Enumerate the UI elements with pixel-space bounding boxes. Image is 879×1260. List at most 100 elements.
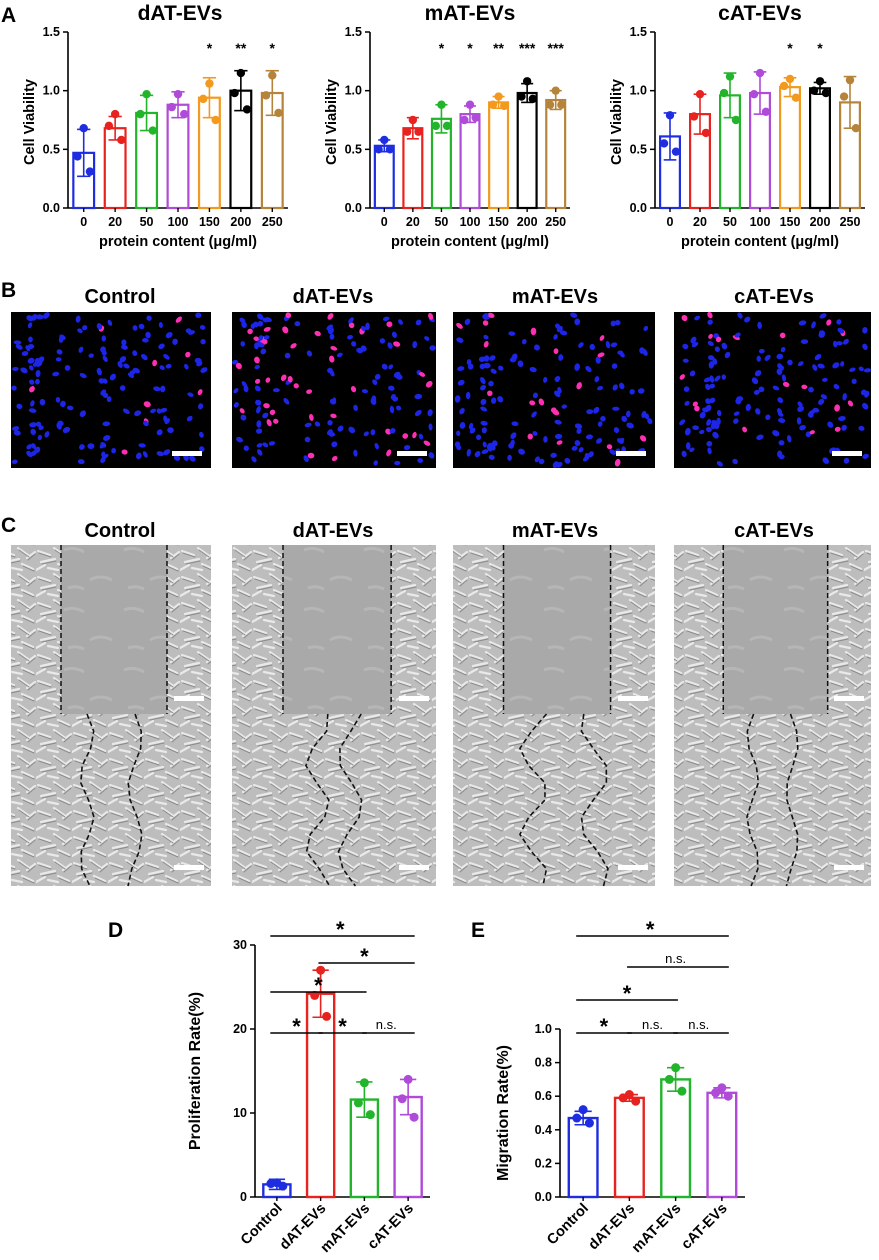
data-point bbox=[572, 1113, 582, 1123]
nucleus bbox=[585, 434, 593, 440]
nucleus bbox=[498, 365, 504, 371]
nucleus bbox=[236, 436, 244, 443]
edu-positive-nucleus bbox=[715, 336, 722, 343]
nucleus bbox=[424, 336, 430, 341]
gap-boundary bbox=[79, 713, 95, 887]
edu-positive-nucleus bbox=[597, 352, 605, 358]
nucleus bbox=[117, 361, 123, 368]
nucleus bbox=[705, 383, 711, 390]
data-point bbox=[266, 1179, 276, 1189]
data-point bbox=[761, 107, 771, 116]
data-point bbox=[414, 127, 423, 136]
x-tick-label: 100 bbox=[460, 215, 481, 229]
scratch-image-r1-c1 bbox=[232, 713, 436, 887]
cell-monolayer bbox=[453, 714, 655, 886]
nucleus bbox=[268, 441, 276, 446]
nucleus bbox=[159, 407, 168, 413]
nucleus bbox=[243, 445, 249, 451]
edu-positive-nucleus bbox=[527, 433, 533, 440]
nucleus bbox=[849, 367, 856, 372]
nucleus bbox=[306, 350, 313, 357]
bar bbox=[567, 1116, 599, 1199]
nucleus bbox=[538, 458, 545, 465]
nucleus bbox=[11, 385, 17, 391]
y-axis-label: Proliferation Rate(%) bbox=[187, 992, 204, 1150]
nucleus bbox=[284, 352, 291, 359]
nucleus bbox=[709, 397, 716, 404]
edu-positive-nucleus bbox=[423, 440, 431, 446]
fluorescence-panel: Control dAT-EVs mAT-EVs cAT-EVs bbox=[11, 286, 872, 469]
nucleus bbox=[119, 385, 126, 391]
significance-label: * bbox=[600, 1014, 609, 1039]
nucleus bbox=[150, 408, 157, 414]
y-tick-label: 0.2 bbox=[535, 1156, 552, 1170]
nucleus bbox=[489, 355, 496, 361]
nucleus bbox=[480, 406, 488, 412]
nucleus bbox=[331, 397, 337, 404]
nucleus bbox=[466, 448, 471, 457]
nucleus bbox=[543, 436, 548, 443]
data-point bbox=[717, 1083, 727, 1093]
data-point bbox=[460, 115, 469, 125]
nucleus bbox=[553, 334, 558, 340]
nucleus bbox=[694, 315, 701, 321]
nucleus bbox=[30, 428, 36, 436]
nucleus bbox=[78, 346, 84, 353]
nucleus bbox=[87, 443, 95, 450]
panel-label-a: A bbox=[1, 4, 16, 27]
edu-positive-nucleus bbox=[826, 319, 832, 326]
nucleus bbox=[797, 405, 805, 413]
nucleus bbox=[15, 344, 23, 350]
nucleus bbox=[30, 450, 38, 457]
nucleus bbox=[326, 324, 334, 331]
data-point bbox=[551, 86, 560, 95]
nucleus bbox=[556, 325, 563, 333]
nucleus bbox=[644, 413, 650, 420]
x-tick-label: 100 bbox=[168, 215, 189, 229]
scratch-title-dat: dAT-EVs bbox=[293, 520, 374, 542]
data-point bbox=[695, 89, 705, 99]
edu-positive-nucleus bbox=[576, 382, 582, 390]
significance-label: * bbox=[623, 981, 632, 1006]
nucleus bbox=[681, 450, 687, 458]
nucleus bbox=[557, 387, 562, 394]
edu-positive-nucleus bbox=[487, 390, 493, 397]
nucleus bbox=[481, 427, 487, 434]
nucleus bbox=[141, 353, 148, 361]
data-point bbox=[242, 105, 252, 114]
nucleus bbox=[28, 336, 33, 343]
nucleus bbox=[596, 438, 603, 444]
edu-positive-nucleus bbox=[185, 351, 191, 358]
y-tick-label: 0.0 bbox=[43, 201, 60, 215]
nucleus bbox=[102, 355, 108, 363]
nucleus bbox=[682, 343, 689, 350]
nucleus bbox=[534, 456, 540, 463]
nucleus bbox=[736, 396, 744, 402]
data-point bbox=[167, 102, 176, 112]
nucleus bbox=[36, 421, 42, 427]
nucleus bbox=[102, 435, 111, 441]
nucleus bbox=[754, 370, 762, 377]
nucleus bbox=[469, 427, 476, 434]
y-axis-label: Cell Viability bbox=[609, 79, 625, 165]
nucleus bbox=[326, 429, 333, 436]
nucleus bbox=[862, 453, 869, 459]
edu-positive-nucleus bbox=[290, 343, 297, 349]
nucleus bbox=[172, 338, 178, 345]
nucleus bbox=[79, 444, 85, 450]
bar bbox=[373, 144, 395, 210]
scale-bar bbox=[399, 696, 429, 701]
scratch-gap bbox=[61, 545, 167, 717]
edu-positive-nucleus bbox=[694, 405, 700, 412]
nucleus bbox=[256, 443, 263, 448]
nucleus bbox=[102, 392, 109, 399]
nucleus bbox=[756, 355, 761, 362]
data-point bbox=[664, 1074, 674, 1084]
x-tick-label: 250 bbox=[840, 215, 861, 229]
nucleus bbox=[464, 318, 471, 326]
edu-positive-nucleus bbox=[273, 418, 279, 424]
edu-positive-nucleus bbox=[708, 333, 713, 339]
nucleus bbox=[798, 320, 807, 326]
nucleus bbox=[398, 319, 403, 325]
x-tick-label: 20 bbox=[108, 215, 122, 229]
